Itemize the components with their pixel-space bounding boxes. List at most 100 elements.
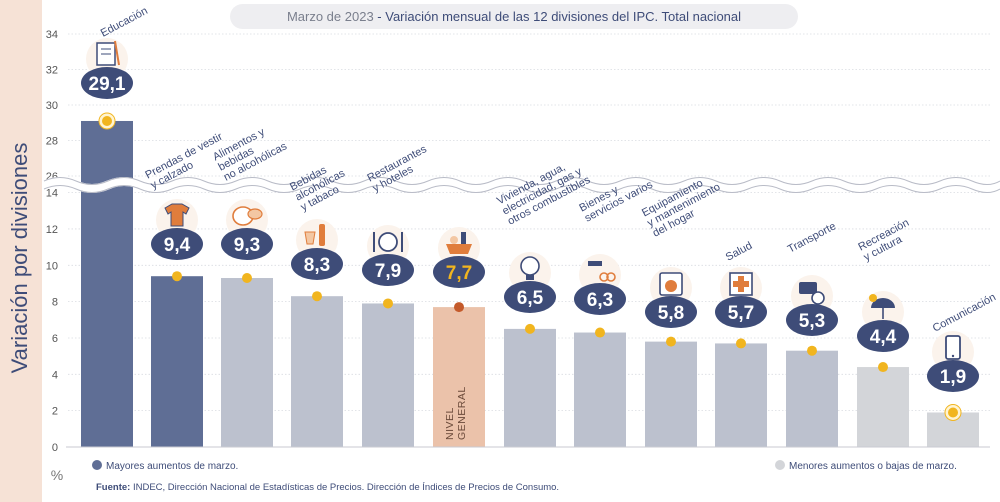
badge-pill	[504, 281, 556, 313]
bar-data-label: 5,8	[658, 303, 684, 324]
bar	[81, 120, 133, 447]
axis-break	[42, 177, 1000, 193]
comb-icon	[588, 261, 616, 282]
book-icon	[96, 40, 120, 66]
y-unit-label: %	[51, 467, 63, 483]
badge-pill	[362, 254, 414, 286]
value-dot	[454, 302, 464, 313]
basket-icon-item	[450, 236, 458, 244]
food-icon	[232, 206, 263, 226]
value-dot	[312, 291, 322, 302]
washer-icon-door	[665, 280, 677, 292]
y-tick-label: 8	[52, 297, 58, 309]
value-badge: 7,7	[433, 227, 485, 288]
axis-break-line	[43, 177, 1000, 185]
category-label: Educación	[99, 5, 150, 40]
category-label-line: Transporte	[786, 220, 838, 255]
value-dot	[242, 273, 252, 284]
value-dot	[948, 407, 958, 418]
bar	[291, 296, 343, 447]
value-badge: 9,4	[151, 199, 203, 260]
value-badge: 1,9	[927, 331, 979, 392]
category-label-line: NIVEL	[444, 407, 456, 440]
value-badge: 5,3	[786, 275, 838, 336]
basket-icon	[446, 232, 472, 254]
title-pill	[230, 4, 798, 29]
badge-pill	[715, 296, 767, 328]
bar-data-label: 29,1	[89, 74, 126, 95]
bar-data-label: 4,4	[870, 327, 897, 348]
badge-pill	[221, 228, 273, 260]
y-tick-label: 12	[46, 224, 58, 236]
sidebar-panel	[0, 0, 42, 502]
bus-icon	[799, 282, 825, 305]
value-dot	[807, 345, 817, 356]
bulb-icon	[520, 256, 540, 280]
title-date: Marzo de 2023	[287, 9, 374, 24]
bar	[715, 343, 767, 447]
bar	[786, 350, 838, 447]
source-label: Fuente:	[96, 482, 130, 493]
value-dot	[666, 336, 676, 347]
bottle-icon-bottle	[319, 224, 325, 246]
value-badge: 6,5	[504, 252, 556, 313]
badge-pill	[433, 256, 485, 288]
badge-pill	[291, 248, 343, 280]
umbrella-icon	[869, 294, 895, 319]
bar	[574, 332, 626, 447]
category-label: Transporte	[786, 220, 838, 255]
bar-data-label: 6,3	[587, 290, 613, 311]
value-dot	[878, 362, 888, 373]
value-dot	[595, 327, 605, 338]
comb-icon-scissors	[599, 272, 609, 282]
y-tick-label: 34	[46, 29, 58, 41]
badge-pill	[927, 360, 979, 392]
y-tick-label: 0	[52, 442, 58, 454]
category-label: Comunicación	[931, 291, 998, 334]
title-text: - Variación mensual de las 12 divisiones…	[374, 9, 741, 24]
badge-pill	[786, 304, 838, 336]
legend-high-label: Mayores aumentos de marzo.	[106, 461, 238, 472]
source-text: INDEC, Dirección Nacional de Estadística…	[130, 482, 559, 493]
category-label: Salud	[724, 240, 754, 264]
bar	[504, 328, 556, 447]
y-tick-label: 32	[46, 65, 58, 77]
bus-icon-body	[799, 282, 817, 294]
legend-low-label: Menores aumentos o bajas de marzo.	[789, 461, 957, 472]
chart-title: Marzo de 2023 - Variación mensual de las…	[287, 9, 741, 24]
bar	[645, 341, 697, 447]
bulb-icon-base	[526, 275, 534, 280]
axis-break-line	[43, 185, 1000, 193]
category-label-line: Educación	[99, 5, 150, 40]
y-tick-label: 10	[46, 260, 58, 272]
source-note: Fuente: INDEC, Dirección Nacional de Est…	[96, 482, 559, 493]
category-label: Vivienda, agua,electricidad, gas yotros …	[495, 161, 593, 227]
y-tick-label: 4	[52, 369, 58, 381]
y-tick-label: 30	[46, 100, 58, 112]
badge-pill	[574, 283, 626, 315]
value-badge: 4,4	[857, 291, 909, 352]
value-dot	[383, 298, 393, 309]
y-tick-label: 14	[46, 188, 58, 200]
value-badge: 29,1	[81, 38, 133, 99]
legend-low-swatch	[775, 460, 785, 470]
value-dot	[525, 323, 535, 334]
value-badge: 9,3	[221, 199, 273, 260]
bottle-icon-glass	[304, 231, 316, 245]
bar	[221, 278, 273, 447]
umbrella-icon-sun	[869, 294, 877, 302]
bar-data-label: 7,7	[446, 263, 472, 284]
category-label-line: Salud	[724, 240, 754, 264]
bar	[362, 303, 414, 447]
bar	[857, 367, 909, 447]
health-icon-cross	[733, 276, 749, 292]
y-tick-label: 6	[52, 333, 58, 345]
bars	[81, 120, 979, 447]
bar-data-label: 1,9	[940, 367, 966, 388]
bar-data-label: 7,9	[375, 261, 401, 282]
bar-data-label: 9,3	[234, 235, 260, 256]
basket-icon-item	[461, 232, 466, 244]
badge-pill	[151, 228, 203, 260]
